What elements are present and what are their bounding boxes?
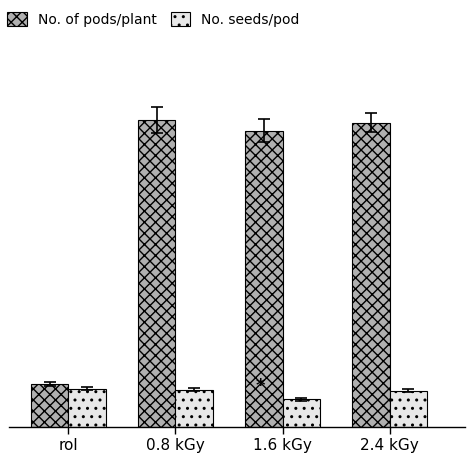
Bar: [352, 123, 390, 427]
Legend: No. of pods/plant, No. seeds/pod: No. of pods/plant, No. seeds/pod: [7, 12, 300, 27]
Bar: [68, 389, 106, 427]
Bar: [175, 390, 213, 427]
Bar: [390, 391, 427, 427]
Text: *: *: [255, 377, 265, 395]
Bar: [245, 131, 283, 427]
Bar: [31, 384, 68, 427]
Bar: [283, 399, 320, 427]
Bar: [138, 120, 175, 427]
